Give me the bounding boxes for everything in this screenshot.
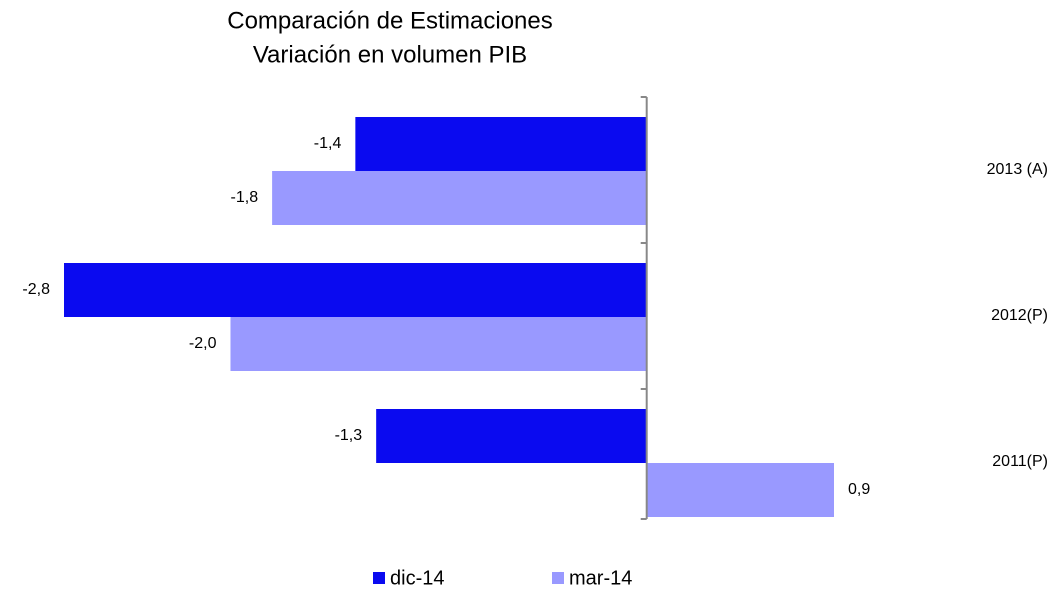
value-label: -1,8 (231, 189, 259, 206)
chart-title: Comparación de Estimaciones (227, 7, 553, 34)
bar (376, 409, 647, 463)
legend-label: dic-14 (390, 567, 444, 589)
legend-swatch (373, 572, 385, 584)
bar (646, 463, 834, 517)
legend-swatch (552, 572, 564, 584)
value-label: 0,9 (848, 481, 870, 498)
bar (230, 317, 647, 371)
category-label: 2013 (A) (987, 161, 1048, 178)
category-label: 2012(P) (991, 307, 1048, 324)
value-label: -1,4 (314, 135, 342, 152)
bar (355, 117, 647, 171)
value-label: -1,3 (335, 427, 363, 444)
value-label: -2,0 (189, 335, 217, 352)
bar (64, 263, 647, 317)
value-label: -2,8 (22, 281, 50, 298)
legend-label: mar-14 (569, 567, 632, 589)
category-label: 2011(P) (992, 453, 1048, 470)
chart-subtitle: Variación en volumen PIB (253, 41, 527, 68)
bar (272, 171, 647, 225)
